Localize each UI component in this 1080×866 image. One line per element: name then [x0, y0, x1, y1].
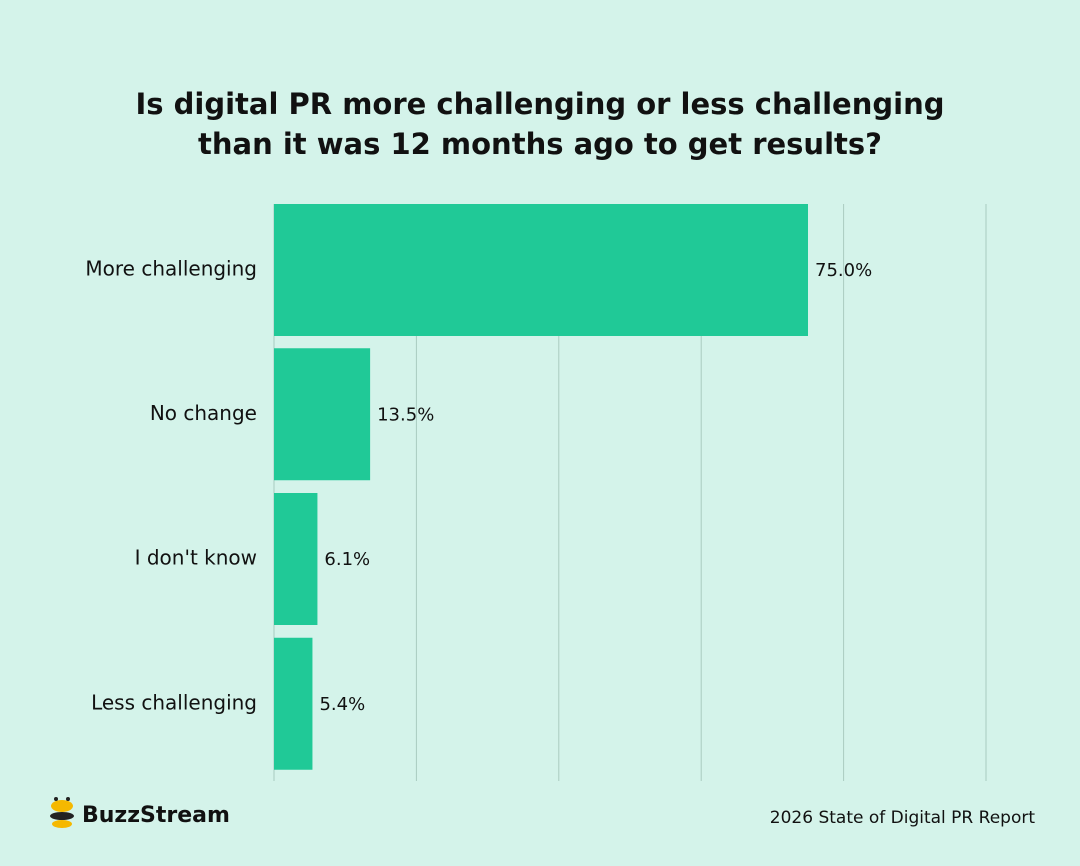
y-tick-label: Less challenging [91, 690, 257, 714]
logo-icon [50, 797, 74, 828]
bar [274, 637, 313, 770]
bar [274, 204, 808, 336]
bar [274, 493, 318, 625]
y-tick-label: No change [150, 401, 257, 425]
y-tick-label: I don't know [135, 546, 257, 570]
value-label: 6.1% [324, 549, 370, 570]
chart-title: Is digital PR more challenging or less c… [135, 87, 945, 161]
value-label: 5.4% [319, 694, 365, 715]
value-label: 75.0% [815, 260, 872, 281]
bar [274, 348, 371, 481]
y-tick-label: More challenging [85, 257, 257, 281]
source: 2026 State of Digital PR Report [770, 808, 1036, 828]
value-label: 13.5% [377, 404, 434, 425]
brand: BuzzStream [82, 803, 230, 828]
